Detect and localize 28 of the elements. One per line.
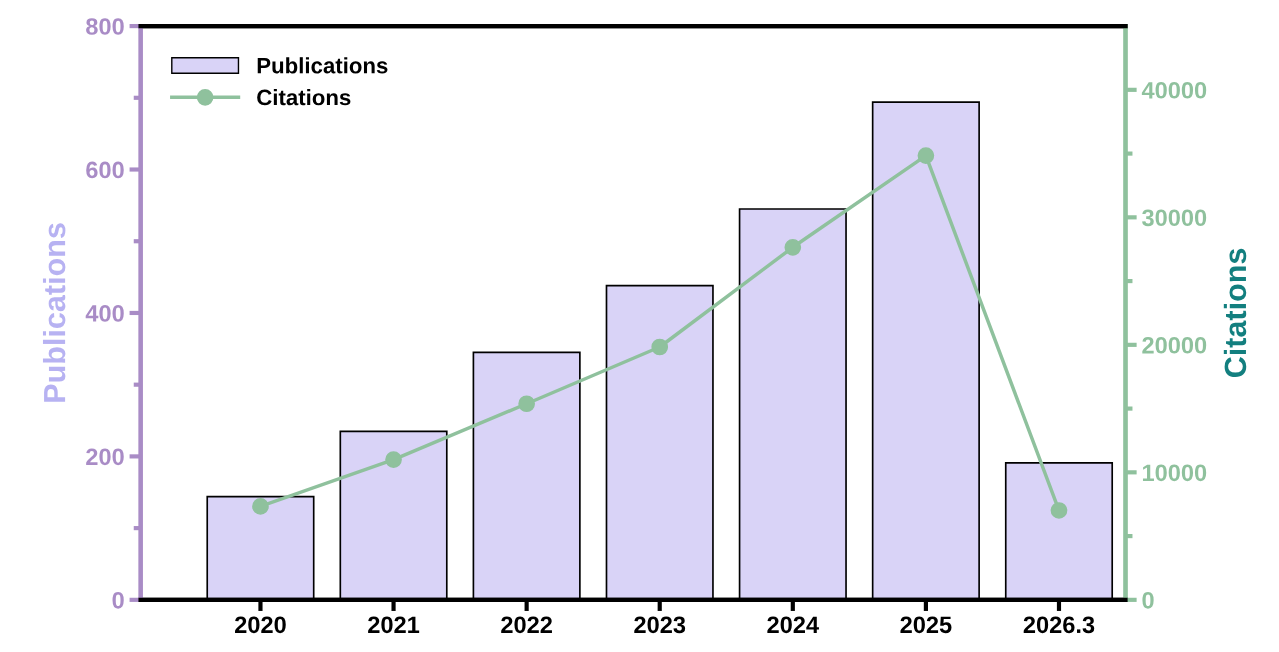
x-tick-label: 2022 [501, 616, 552, 634]
y2-tick-label: 0 [1142, 591, 1154, 609]
point [917, 147, 935, 164]
x-tick-label: 2020 [235, 616, 286, 634]
point [252, 498, 269, 515]
point [518, 395, 535, 413]
y2-tick-label: 40000 [1141, 81, 1207, 99]
legend-label: Citations [257, 89, 351, 106]
y-tick-label: 200 [86, 448, 124, 466]
y-tick-label: 600 [86, 161, 124, 179]
x-tick-label: 2025 [900, 616, 952, 634]
x-tick-label: 2024 [767, 616, 819, 634]
point [385, 451, 402, 468]
y-axis-title: Publications [42, 223, 66, 402]
legend-label: Publications [257, 57, 388, 74]
y-tick-label: 0 [112, 591, 124, 609]
x-tick-label: 2023 [634, 616, 686, 634]
point [784, 238, 802, 256]
y2-axis-title: Citations [1223, 248, 1247, 378]
point [651, 338, 669, 356]
x-tick-label: 2026.3 [1023, 616, 1095, 634]
x-tick-label: 2021 [368, 616, 420, 634]
y-tick-label: 800 [86, 18, 124, 35]
y2-tick-label: 20000 [1142, 336, 1207, 354]
point [1050, 502, 1068, 519]
y2-tick-label: 30000 [1142, 209, 1207, 227]
y-tick-label: 400 [85, 305, 124, 322]
y2-tick-label: 10000 [1142, 464, 1207, 482]
